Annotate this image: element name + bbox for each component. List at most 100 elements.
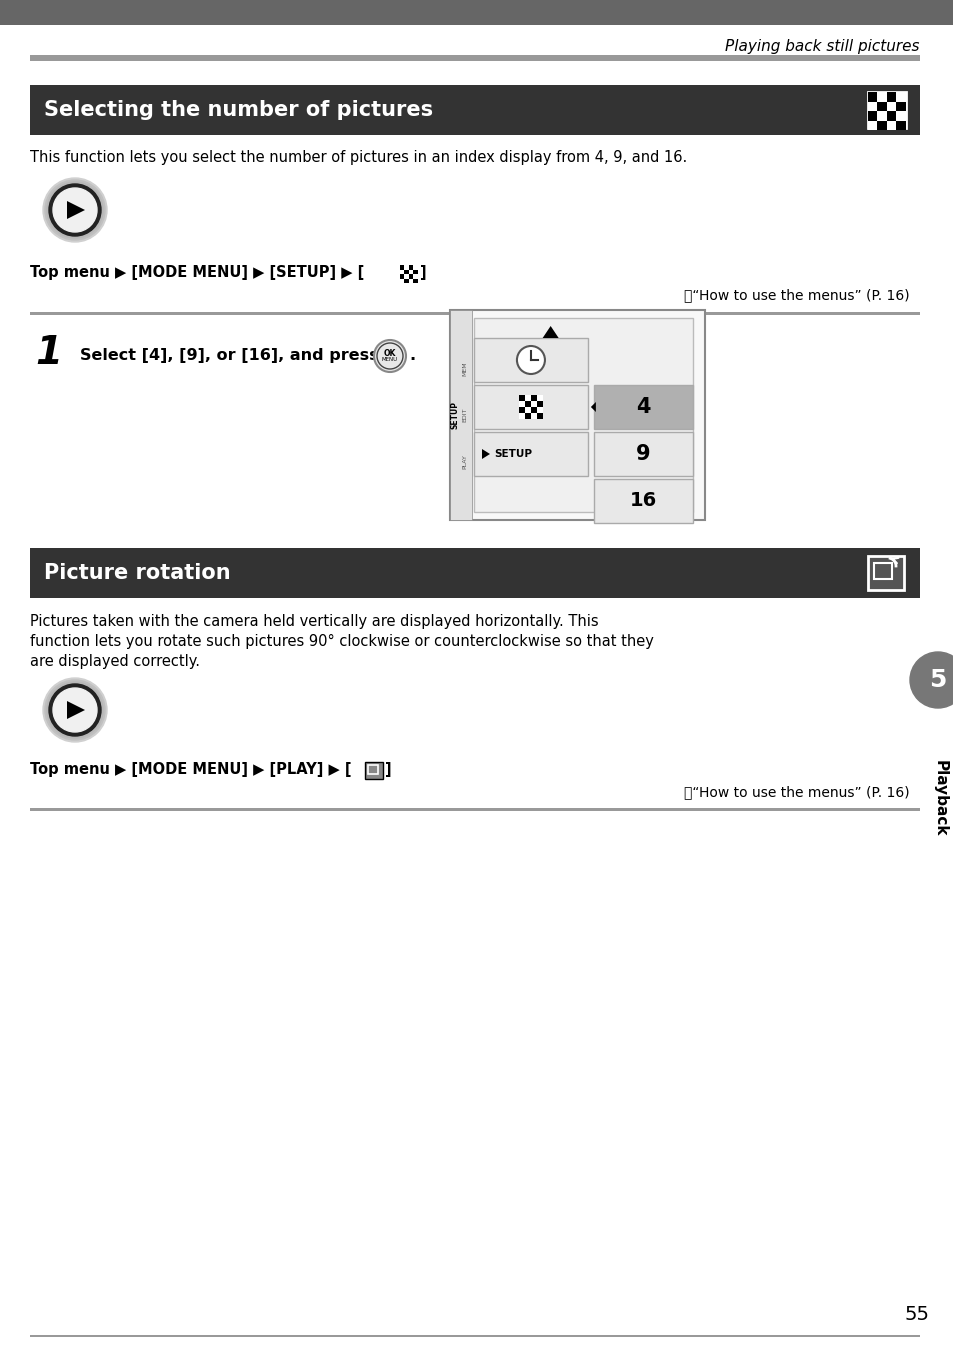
Bar (409, 270, 413, 274)
Text: are displayed correctly.: are displayed correctly. (30, 654, 200, 669)
Bar (886, 92, 896, 102)
Text: 16: 16 (629, 491, 657, 510)
Bar (531, 402, 537, 407)
Bar (404, 278, 409, 284)
Bar (30, 312, 919, 315)
Bar (867, 121, 877, 130)
Bar (404, 270, 409, 274)
Circle shape (53, 688, 97, 731)
Bar (531, 395, 537, 402)
Circle shape (45, 680, 105, 740)
Polygon shape (481, 449, 490, 459)
Bar (896, 111, 905, 121)
Bar (867, 102, 877, 111)
Bar (537, 402, 542, 407)
Bar (873, 563, 891, 579)
Bar (537, 413, 542, 419)
Bar (594, 385, 692, 429)
Bar (450, 309, 472, 520)
Circle shape (49, 684, 101, 735)
Bar (365, 763, 382, 779)
Circle shape (45, 180, 105, 240)
Text: 55: 55 (904, 1305, 929, 1324)
Text: 9: 9 (636, 444, 650, 464)
Bar (399, 270, 404, 274)
Text: PLAY: PLAY (462, 453, 467, 468)
Bar (518, 402, 524, 407)
Bar (450, 309, 704, 520)
Bar (877, 92, 886, 102)
Bar (368, 765, 377, 773)
Bar (886, 102, 896, 111)
Bar (399, 274, 404, 278)
Bar (886, 121, 896, 130)
Bar (409, 265, 413, 270)
Bar (518, 407, 524, 413)
Bar (886, 111, 896, 121)
Bar (399, 265, 417, 284)
Circle shape (909, 651, 953, 708)
Bar (30, 56, 919, 61)
Bar (537, 395, 542, 402)
Bar (867, 111, 877, 121)
Bar (30, 548, 919, 598)
Bar (524, 402, 531, 407)
Circle shape (53, 189, 97, 232)
Bar (877, 111, 886, 121)
Polygon shape (67, 702, 85, 719)
Bar (867, 92, 905, 128)
Bar (409, 278, 413, 284)
Polygon shape (542, 326, 558, 338)
Bar (518, 413, 524, 419)
Bar (531, 413, 537, 419)
Bar (474, 432, 587, 476)
Circle shape (374, 341, 406, 372)
Circle shape (517, 346, 544, 375)
Bar (877, 121, 886, 130)
Text: Picture rotation: Picture rotation (44, 563, 231, 584)
Text: MENU: MENU (381, 357, 397, 362)
Polygon shape (590, 402, 596, 413)
Bar (594, 432, 692, 476)
Bar (30, 1335, 919, 1337)
Text: 🖊“How to use the menus” (P. 16): 🖊“How to use the menus” (P. 16) (683, 288, 909, 303)
Bar (867, 556, 903, 590)
Bar (524, 395, 531, 402)
Text: Pictures taken with the camera held vertically are displayed horizontally. This: Pictures taken with the camera held vert… (30, 613, 598, 630)
Bar (518, 395, 524, 402)
Circle shape (47, 683, 103, 738)
Bar (537, 407, 542, 413)
Text: This function lets you select the number of pictures in an index display from 4,: This function lets you select the number… (30, 151, 686, 166)
Circle shape (43, 178, 107, 242)
Bar (867, 92, 877, 102)
Text: 🖊“How to use the menus” (P. 16): 🖊“How to use the menus” (P. 16) (683, 784, 909, 799)
Polygon shape (67, 201, 85, 218)
Bar (474, 385, 587, 429)
Circle shape (49, 185, 101, 236)
Bar (594, 479, 692, 522)
Text: Selecting the number of pictures: Selecting the number of pictures (44, 100, 433, 119)
Bar (531, 407, 537, 413)
Bar (896, 102, 905, 111)
Bar (30, 85, 919, 134)
Bar (413, 274, 417, 278)
Text: Playing back still pictures: Playing back still pictures (724, 39, 919, 54)
Bar (404, 274, 409, 278)
Bar (399, 265, 404, 270)
Text: .: . (409, 347, 415, 364)
Bar (896, 92, 905, 102)
Text: Select [4], [9], or [16], and press: Select [4], [9], or [16], and press (80, 347, 378, 364)
Text: Top menu ▶ [MODE MENU] ▶ [SETUP] ▶ [: Top menu ▶ [MODE MENU] ▶ [SETUP] ▶ [ (30, 265, 364, 280)
Text: ]: ] (419, 265, 426, 280)
Bar (474, 338, 587, 383)
Text: 1: 1 (35, 334, 62, 372)
Bar (413, 270, 417, 274)
Bar (413, 265, 417, 270)
Bar (413, 278, 417, 284)
Text: function lets you rotate such pictures 90° clockwise or counterclockwise so that: function lets you rotate such pictures 9… (30, 634, 653, 649)
Bar (877, 102, 886, 111)
Text: MEM: MEM (462, 361, 467, 376)
Bar (524, 407, 531, 413)
Bar (399, 278, 404, 284)
Text: 5: 5 (928, 668, 945, 692)
